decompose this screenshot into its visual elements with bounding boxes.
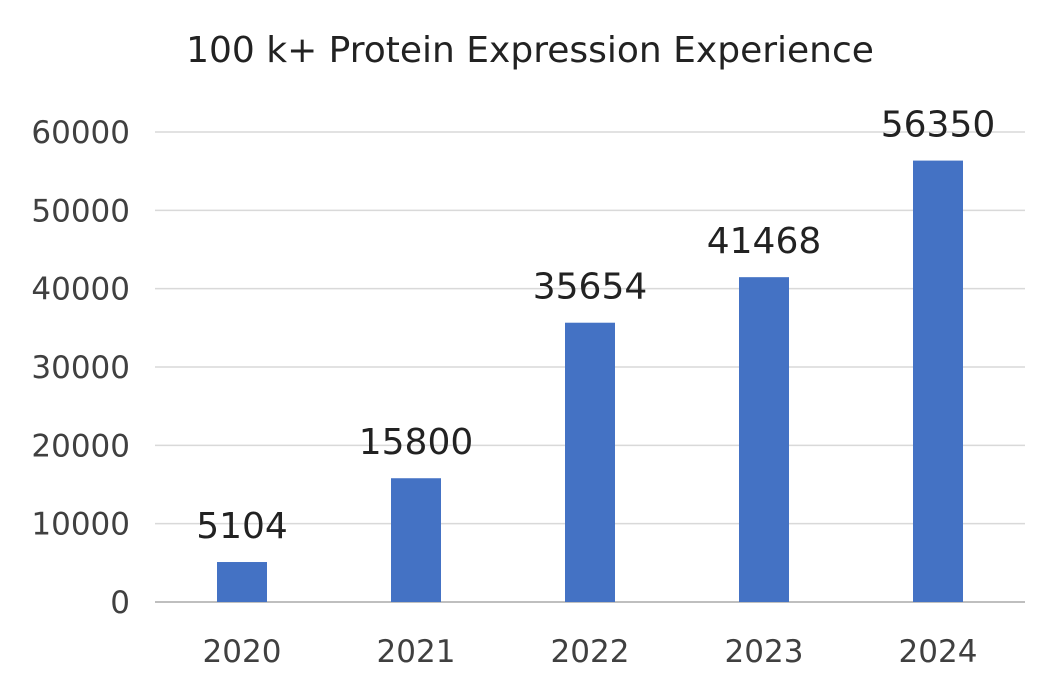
data-labels: 5104 15800 35654 41468 56350 [196,105,995,547]
bar-2021 [391,478,441,602]
y-tick-label: 60000 [31,115,130,151]
chart-title: 100 k+ Protein Expression Experience [186,30,874,71]
x-axis-ticks: 2020 2021 2022 2023 2024 [203,634,978,670]
data-label: 15800 [359,422,474,463]
x-tick-label: 2024 [899,634,978,670]
bar-2023 [739,277,789,602]
y-axis-ticks: 0 10000 20000 30000 40000 50000 60000 [31,115,130,621]
x-tick-label: 2023 [725,634,804,670]
y-tick-label: 50000 [31,193,130,229]
data-label: 41468 [707,221,822,262]
x-tick-label: 2020 [203,634,282,670]
data-label: 35654 [533,267,648,308]
bar-2022 [565,322,615,602]
y-tick-label: 20000 [31,428,130,464]
data-label: 5104 [196,506,288,547]
y-tick-label: 10000 [31,507,130,543]
x-tick-label: 2021 [377,634,456,670]
gridlines [155,131,1025,603]
bar-2024 [913,160,963,602]
y-tick-label: 40000 [31,272,130,308]
bar-2020 [217,562,267,602]
y-tick-label: 30000 [31,350,130,386]
bars [217,160,963,602]
x-tick-label: 2022 [551,634,630,670]
y-tick-label: 0 [110,585,130,621]
data-label: 56350 [881,105,996,146]
